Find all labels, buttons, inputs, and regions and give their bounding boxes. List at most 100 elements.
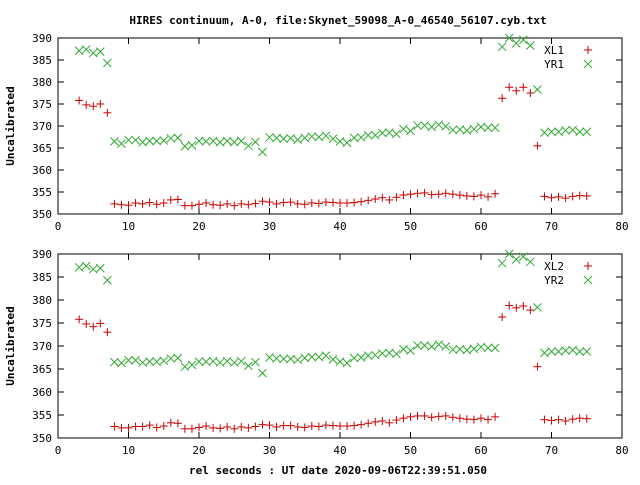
data-point <box>349 133 359 143</box>
data-point <box>208 356 218 366</box>
y-tick-label: 355 <box>32 186 52 199</box>
data-point <box>420 188 429 197</box>
data-point <box>441 411 450 420</box>
data-point <box>279 198 288 207</box>
data-point <box>342 138 352 148</box>
x-tick-label: 0 <box>55 444 62 457</box>
data-point <box>286 354 296 364</box>
data-point <box>483 123 493 133</box>
data-point <box>328 421 337 430</box>
data-point <box>244 423 253 432</box>
data-point <box>511 255 521 264</box>
data-point <box>420 121 429 130</box>
data-point <box>377 349 387 358</box>
data-point <box>476 122 486 132</box>
data-point <box>222 136 232 146</box>
data-point <box>272 354 281 363</box>
data-point <box>180 424 189 433</box>
data-point <box>81 45 91 54</box>
data-point <box>540 192 549 201</box>
data-point <box>272 199 281 208</box>
data-point <box>95 263 105 273</box>
data-point <box>159 356 169 366</box>
data-point <box>74 262 84 272</box>
data-point <box>300 133 310 143</box>
x-axis-label: rel seconds : UT date 2020-09-06T22:39:5… <box>189 464 487 477</box>
data-point <box>314 352 324 362</box>
data-point <box>89 322 98 331</box>
data-point <box>533 303 542 312</box>
data-point <box>110 422 119 431</box>
data-point <box>102 58 112 68</box>
data-point <box>392 129 401 139</box>
data-point <box>490 123 500 133</box>
data-point <box>547 347 556 356</box>
data-point <box>540 128 549 137</box>
data-point <box>173 133 183 143</box>
data-point <box>265 133 274 142</box>
data-point <box>469 415 478 424</box>
data-point <box>180 141 190 151</box>
data-point <box>547 127 556 137</box>
data-point <box>110 357 119 367</box>
data-point <box>518 35 528 45</box>
data-point <box>427 122 437 132</box>
data-point <box>321 198 330 207</box>
data-point <box>575 347 585 356</box>
y-tick-label: 370 <box>32 340 52 353</box>
data-point <box>519 301 528 310</box>
data-point <box>575 414 584 423</box>
x-tick-label: 60 <box>474 220 487 233</box>
data-point <box>180 201 189 210</box>
data-point <box>258 368 267 378</box>
data-point <box>413 189 422 198</box>
y-tick-label: 365 <box>32 363 52 376</box>
data-point <box>314 199 323 208</box>
data-point <box>554 192 563 201</box>
data-point <box>455 414 464 423</box>
legend-label: YR2 <box>544 274 564 287</box>
data-point <box>518 252 528 262</box>
data-point <box>265 353 274 362</box>
data-point <box>490 343 500 353</box>
data-point <box>314 132 324 142</box>
data-point <box>476 342 486 352</box>
data-point <box>286 198 295 207</box>
data-point <box>356 133 366 142</box>
data-point <box>166 133 176 143</box>
data-point <box>124 201 133 210</box>
x-tick-label: 70 <box>545 444 558 457</box>
data-point <box>343 199 352 207</box>
data-point <box>187 201 196 210</box>
data-point <box>540 415 549 424</box>
y-tick-label: 385 <box>32 54 52 67</box>
x-tick-label: 20 <box>192 444 205 457</box>
data-point <box>89 102 98 111</box>
data-point <box>117 139 126 148</box>
data-point <box>272 133 281 143</box>
data-point <box>258 197 267 206</box>
x-tick-label: 10 <box>122 444 135 457</box>
data-point <box>434 340 444 349</box>
data-point <box>540 348 549 358</box>
data-point <box>399 191 408 200</box>
y-tick-label: 360 <box>32 164 52 177</box>
data-point <box>328 198 337 207</box>
data-point <box>582 191 591 200</box>
data-point <box>568 415 577 424</box>
data-point <box>209 200 218 209</box>
data-point <box>74 46 84 56</box>
data-point <box>582 414 591 423</box>
data-point <box>286 133 296 143</box>
legend-label: YR1 <box>544 58 564 71</box>
data-point <box>166 418 175 427</box>
data-point <box>371 195 380 204</box>
y-tick-label: 390 <box>32 32 52 45</box>
data-point <box>385 418 394 427</box>
x-tick-label: 50 <box>404 444 417 457</box>
data-point <box>145 198 154 207</box>
data-point <box>554 127 563 137</box>
x-tick-label: 10 <box>122 220 135 233</box>
y-tick-label: 355 <box>32 409 52 422</box>
data-point <box>328 354 338 364</box>
